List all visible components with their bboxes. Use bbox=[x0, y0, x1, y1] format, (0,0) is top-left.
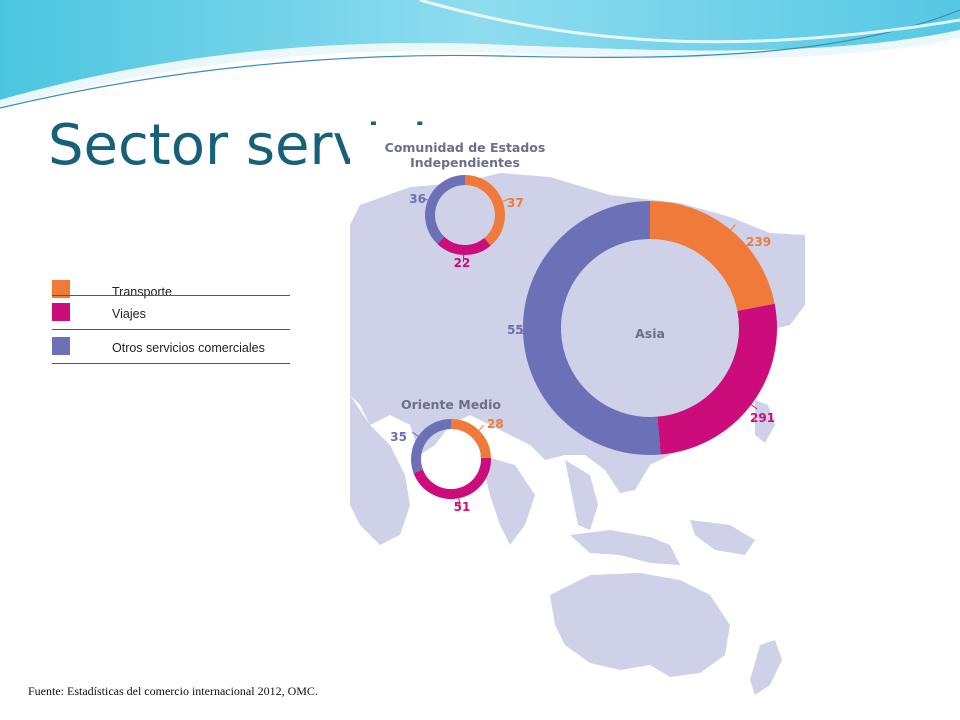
data-label-transporte-1: 239 bbox=[746, 235, 771, 249]
region-title-0-1: Independientes bbox=[410, 155, 520, 170]
map-donut-chart: 37 22 36 Comunidad de EstadosIndependientes… bbox=[350, 125, 805, 703]
header-wave-decoration bbox=[0, 0, 960, 109]
source-note: Fuente: Estadísticas del comercio intern… bbox=[28, 684, 318, 698]
chart-legend: Transporte Viajes Otros servicios comerc… bbox=[52, 262, 290, 364]
donut-charts bbox=[411, 175, 777, 506]
donut-leader-otros-0 bbox=[421, 197, 429, 201]
legend-swatch-transporte bbox=[52, 280, 70, 298]
legend-swatch-otros bbox=[52, 337, 70, 355]
donut-slice-viajes-2 bbox=[413, 457, 491, 499]
data-label-viajes-0: 22 bbox=[454, 256, 471, 270]
data-label-transporte-0: 37 bbox=[507, 196, 524, 210]
legend-label-otros: Otros servicios comerciales bbox=[112, 341, 265, 355]
donut-slice-otros-1 bbox=[522, 201, 661, 455]
legend-item-viajes: Viajes bbox=[52, 295, 290, 329]
donut-slice-viajes-0 bbox=[437, 236, 491, 255]
data-label-otros-2: 35 bbox=[390, 430, 407, 444]
data-label-viajes-2: 51 bbox=[454, 500, 471, 514]
region-title-1-0: Asia bbox=[635, 326, 665, 341]
donut-leader-viajes-2 bbox=[458, 498, 461, 506]
data-label-otros-0: 36 bbox=[409, 192, 426, 206]
donut-slice-otros-0 bbox=[425, 175, 466, 244]
donut-leader-transporte-0 bbox=[502, 198, 510, 202]
region-title-0-0: Comunidad de Estados bbox=[385, 140, 546, 155]
data-label-otros-1: 559 bbox=[507, 323, 532, 337]
data-label-viajes-1: 291 bbox=[750, 411, 775, 425]
donut-slice-transporte-2 bbox=[450, 419, 491, 459]
legend-item-otros: Otros servicios comerciales bbox=[52, 329, 290, 364]
donut-leader-otros-2 bbox=[412, 431, 419, 437]
donut-slice-transporte-0 bbox=[464, 175, 505, 246]
donut-slice-transporte-1 bbox=[649, 201, 775, 312]
donut-slice-viajes-1 bbox=[656, 303, 777, 455]
donut-labels: 37 22 36 Comunidad de EstadosIndependientes… bbox=[385, 140, 775, 514]
donut-leader-transporte-2 bbox=[478, 424, 485, 431]
donut-leader-viajes-1 bbox=[750, 404, 758, 410]
legend-label-viajes: Viajes bbox=[112, 307, 146, 321]
legend-swatch-viajes bbox=[52, 303, 70, 321]
data-label-transporte-2: 28 bbox=[487, 417, 504, 431]
legend-item-transporte: Transporte bbox=[52, 262, 290, 298]
donut-leader-transporte-1 bbox=[730, 224, 736, 231]
region-title-2-0: Oriente Medio bbox=[401, 397, 501, 412]
donut-slice-otros-2 bbox=[411, 419, 452, 474]
